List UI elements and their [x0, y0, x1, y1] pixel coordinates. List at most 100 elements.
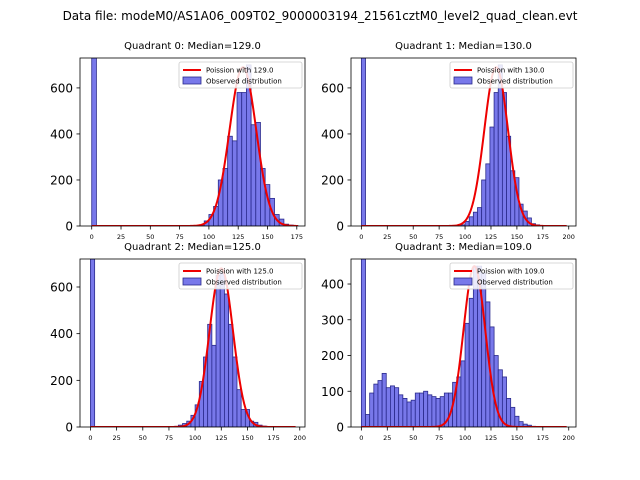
subplot-title: Quadrant 0: Median=129.0 [124, 41, 261, 52]
legend-box [178, 262, 303, 290]
x-tick-label: 200 [563, 233, 575, 241]
histogram-bar [236, 92, 243, 226]
histogram-bar [435, 398, 441, 427]
legend-line-label: Poission with 109.0 [477, 268, 545, 276]
x-tick-label: 0 [88, 434, 92, 442]
y-tick-label: 0 [336, 421, 344, 435]
y-tick-label: 300 [321, 313, 344, 327]
histogram-bar [373, 383, 379, 427]
poisson-line [90, 267, 296, 427]
plot-area [90, 259, 296, 427]
histogram-bar [385, 387, 391, 427]
x-tick-label: 100 [189, 434, 201, 442]
x-tick-label: 25 [383, 233, 391, 241]
histogram-bar [514, 415, 520, 427]
x-tick-label: 0 [359, 233, 363, 241]
x-tick-label: 75 [435, 434, 443, 442]
x-tick-label: 125 [485, 233, 497, 241]
x-tick-label: 75 [175, 233, 183, 241]
x-tick-label: 25 [383, 434, 391, 442]
subplot-title: Quadrant 3: Median=109.0 [395, 242, 532, 253]
y-tick-label: 400 [321, 278, 344, 292]
histogram-bar [510, 406, 516, 427]
histogram-bar [222, 168, 229, 226]
y-tick-label: 400 [50, 127, 73, 141]
x-tick-label: 125 [485, 434, 497, 442]
histogram-bar [414, 392, 420, 427]
legend-bar-swatch [182, 277, 202, 286]
histogram-bar [419, 392, 424, 427]
histogram-bar [224, 293, 230, 427]
legend-bar-swatch [453, 277, 473, 286]
histogram-bar [390, 385, 395, 427]
x-tick-label: 50 [409, 233, 417, 241]
x-tick-label: 0 [359, 434, 363, 442]
histogram-bar [377, 380, 383, 427]
histogram-bar [219, 272, 225, 427]
histogram-bar [485, 163, 491, 226]
y-tick-label: 0 [65, 421, 73, 435]
histogram-bar [215, 274, 221, 427]
histogram-bar [241, 92, 247, 226]
legend: Poission with 125.0 Observed distribution [178, 262, 303, 290]
poisson-line [361, 265, 567, 427]
axes-frame [350, 57, 577, 227]
plot-area [360, 58, 567, 226]
x-tick-label: 175 [267, 434, 279, 442]
y-tick-label: 200 [50, 374, 73, 388]
histogram-bar [250, 124, 257, 226]
histogram-bar [232, 356, 238, 427]
x-tick-label: 0 [90, 233, 94, 241]
legend-bar-label: Observed distribution [206, 279, 282, 287]
y-tick-label: 400 [50, 327, 73, 341]
histogram-bar [402, 398, 408, 427]
x-tick-label: 75 [165, 434, 173, 442]
histogram-bar [493, 92, 499, 226]
histogram-bar [406, 401, 412, 427]
legend-bar-swatch [453, 76, 473, 85]
x-tick-label: 150 [511, 434, 523, 442]
y-tick-label: 0 [65, 220, 73, 234]
histogram-bar [227, 135, 233, 226]
histogram-bar [394, 387, 400, 427]
histogram-bar [211, 344, 217, 427]
legend: Poission with 130.0 Observed distribution [449, 61, 574, 89]
poisson-line [361, 66, 567, 226]
x-tick-label: 200 [563, 434, 575, 442]
histogram-bar [493, 355, 499, 427]
x-tick-label: 25 [117, 233, 125, 241]
histogram-bar [398, 394, 404, 427]
x-tick-label: 150 [241, 434, 253, 442]
y-tick-label: 100 [321, 385, 344, 399]
y-tick-label: 200 [321, 173, 344, 187]
y-tick-label: 600 [321, 81, 344, 95]
legend-line-label: Poission with 125.0 [206, 268, 274, 276]
histogram-bar [468, 297, 474, 427]
x-tick-label: 125 [232, 233, 244, 241]
subplot-quadrant-0: 0 25 50 75 100 125 150 175 0 200 400 600 Quadrant 0:… [50, 41, 306, 241]
x-tick-label: 125 [215, 434, 227, 442]
axes-frame [350, 258, 577, 428]
histogram-bar [481, 179, 487, 226]
plot-area [91, 58, 299, 226]
x-tick-label: 100 [203, 233, 215, 241]
subplot-title: Quadrant 1: Median=130.0 [395, 41, 532, 52]
histogram-bar [381, 372, 387, 427]
y-tick-label: 600 [50, 81, 73, 95]
y-tick-label: 0 [336, 220, 344, 234]
histogram-bar [489, 126, 495, 226]
y-tick-label: 600 [50, 281, 73, 295]
histogram-bar [439, 396, 445, 427]
histogram-bar [236, 389, 242, 427]
x-tick-label: 50 [409, 434, 417, 442]
histogram-bar [231, 140, 238, 226]
x-tick-label: 175 [537, 434, 549, 442]
x-tick-label: 175 [291, 233, 303, 241]
histogram-bar [90, 259, 96, 427]
histogram-bar [360, 259, 366, 427]
x-tick-label: 50 [139, 434, 147, 442]
histogram-bar [410, 399, 416, 427]
histogram-bar [91, 58, 97, 226]
x-tick-label: 175 [537, 233, 549, 241]
